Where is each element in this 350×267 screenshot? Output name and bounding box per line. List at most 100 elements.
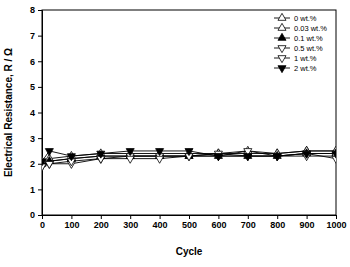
marker	[303, 151, 311, 158]
tick: 6	[30, 57, 42, 67]
legend-marker	[278, 13, 286, 20]
legend: 0 wt.%0.03 wt.%0.1 wt.%0.5 wt.%1 wt.%2 w…	[274, 13, 327, 73]
tick-label: 8	[30, 5, 35, 15]
marker	[97, 151, 105, 158]
tick: 2	[30, 159, 42, 169]
legend-label: 0.1 wt.%	[294, 34, 323, 43]
tick-label: 1000	[326, 220, 346, 230]
tick-label: 500	[182, 220, 197, 230]
tick-label: 600	[211, 220, 226, 230]
legend-marker	[278, 56, 286, 63]
axis-line	[43, 216, 337, 220]
tick-label: 100	[64, 220, 79, 230]
tick: 1000	[326, 215, 346, 230]
tick-label: 300	[123, 220, 138, 230]
tick-label: 0	[30, 210, 35, 220]
tick: 600	[211, 215, 226, 230]
chart: 0 100 200 300 400 500 600 700 800 900 1000 0 1 2 3 4 5 6 7…	[0, 0, 350, 267]
tick-label: 700	[241, 220, 256, 230]
marker	[214, 154, 222, 161]
marker	[42, 159, 46, 166]
tick: 500	[182, 215, 197, 230]
tick-label: 7	[30, 31, 35, 41]
marker	[214, 154, 222, 161]
tick: 0	[40, 215, 45, 230]
legend-marker	[278, 66, 286, 73]
tick-mark	[160, 215, 161, 219]
tick: 200	[94, 215, 109, 230]
tick: 5	[30, 82, 42, 92]
tick-mark	[101, 215, 102, 219]
tick: 3	[30, 134, 42, 144]
tick-label: 0	[40, 220, 45, 230]
tick-mark	[38, 215, 42, 216]
tick-mark	[38, 189, 42, 190]
tick-mark	[38, 164, 42, 165]
marker	[156, 149, 164, 156]
marker	[126, 149, 134, 156]
tick-mark	[38, 87, 42, 88]
tick-mark	[307, 215, 308, 219]
tick-mark	[38, 113, 42, 114]
tick: 100	[64, 215, 79, 230]
tick-mark	[189, 215, 190, 219]
tick-mark	[38, 10, 42, 11]
tick-mark	[218, 215, 219, 219]
tick-mark	[277, 215, 278, 219]
marker	[126, 156, 134, 163]
tick-mark	[71, 215, 72, 219]
tick: 800	[270, 215, 285, 230]
legend-label: 1 wt.%	[294, 54, 317, 63]
marker	[273, 154, 281, 161]
marker	[185, 149, 193, 156]
plot-frame	[42, 10, 336, 215]
tick-mark	[38, 36, 42, 37]
tick: 700	[241, 215, 256, 230]
tick: 8	[30, 5, 42, 15]
tick-mark	[248, 215, 249, 219]
tick: 0	[30, 210, 42, 220]
y-axis: 0 1 2 3 4 5 6 7 8	[30, 5, 43, 220]
x-axis: 0 100 200 300 400 500 600 700 800 900 1000	[40, 215, 347, 230]
tick-mark	[38, 138, 42, 139]
tick-label: 3	[30, 134, 35, 144]
tick-label: 800	[270, 220, 285, 230]
tick-label: 2	[30, 159, 35, 169]
marker	[244, 154, 252, 161]
tick: 7	[30, 31, 42, 41]
marker	[303, 151, 311, 158]
x-axis-title: Cycle	[176, 246, 203, 257]
legend-label: 2 wt.%	[294, 64, 317, 73]
tick-label: 900	[300, 220, 315, 230]
tick: 300	[123, 215, 138, 230]
axis-line	[38, 11, 43, 216]
tick-mark	[130, 215, 131, 219]
marker	[45, 149, 53, 156]
legend-marker	[278, 33, 286, 40]
legend-marker	[278, 46, 286, 53]
marker	[244, 154, 252, 161]
tick: 1	[30, 185, 42, 195]
data	[42, 146, 336, 171]
marker	[332, 151, 336, 158]
plot: 0 100 200 300 400 500 600 700 800 900 1000 0 1 2 3 4 5 6 7…	[30, 5, 347, 230]
marker	[67, 154, 75, 161]
marker	[156, 156, 164, 163]
tick: 400	[153, 215, 168, 230]
tick-label: 6	[30, 57, 35, 67]
tick-label: 4	[30, 108, 35, 118]
marker	[45, 161, 53, 168]
legend-label: 0 wt.%	[294, 14, 317, 23]
marker	[273, 154, 281, 161]
tick-label: 5	[30, 82, 35, 92]
y-axis-title: Electrical Resistance, R / Ω	[3, 48, 14, 177]
legend-marker	[278, 23, 286, 30]
tick: 900	[300, 215, 315, 230]
marker	[273, 154, 281, 161]
tick: 4	[30, 108, 42, 118]
tick-mark	[336, 215, 337, 219]
tick-label: 200	[94, 220, 109, 230]
tick-mark	[38, 61, 42, 62]
tick-label: 400	[153, 220, 168, 230]
legend-label: 0.5 wt.%	[294, 44, 323, 53]
